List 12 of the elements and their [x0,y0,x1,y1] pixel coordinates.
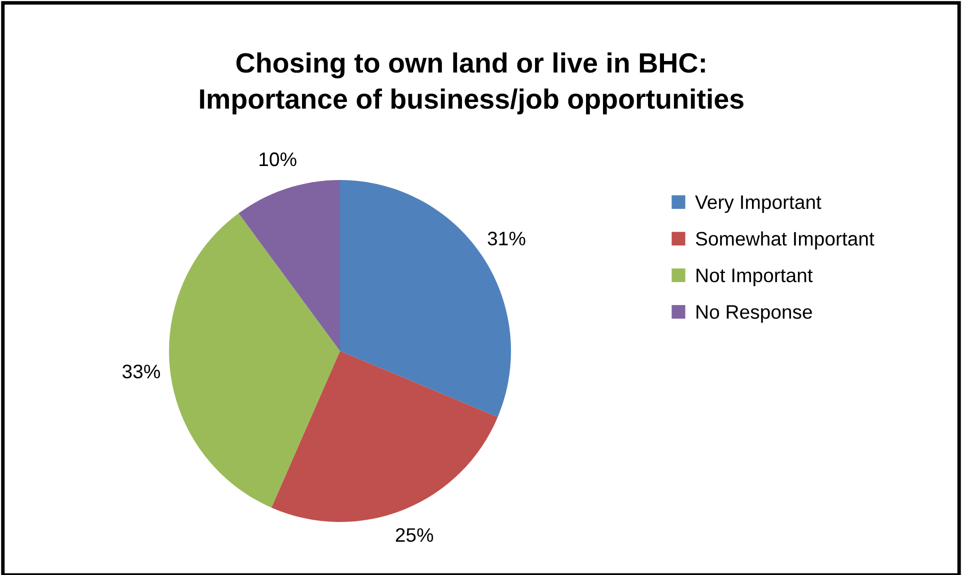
data-label: 31% [488,232,526,246]
data-label: 25% [396,528,434,542]
pie-slice [169,213,340,508]
chart-title: Chosing to own land or live in BHC: Importance of business/job opportunities [200,52,744,114]
data-label: 33% [122,364,160,378]
legend-label: Somewhat Important [696,231,874,250]
legend-label: Not Important [696,268,813,286]
pie-slice [271,351,498,522]
legend-label: Very Important [695,196,822,213]
legend-label: No Response [696,305,812,323]
data-label: 10% [260,152,296,166]
pie-slice [238,180,340,351]
